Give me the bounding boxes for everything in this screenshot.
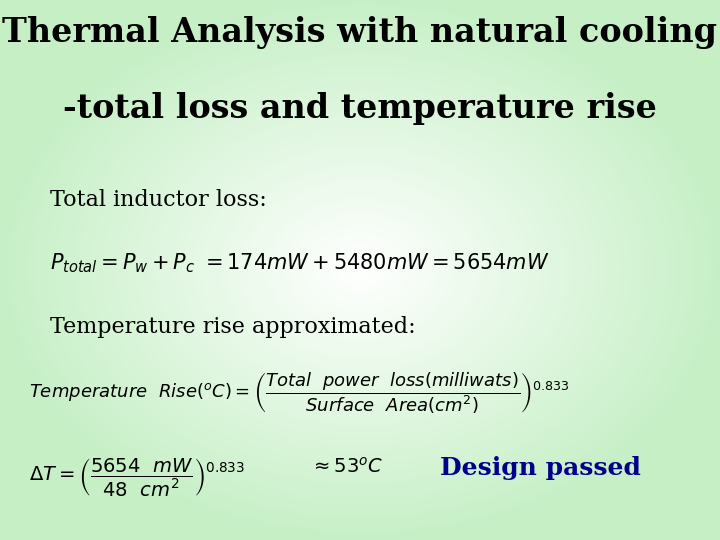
Text: Total inductor loss:: Total inductor loss: bbox=[50, 189, 267, 211]
Text: Temperature rise approximated:: Temperature rise approximated: bbox=[50, 316, 416, 338]
Text: Design passed: Design passed bbox=[440, 456, 640, 480]
Text: $Temperature\ \ Rise\left({}^oC\right)=\left(\dfrac{Total\ \ power\ \ loss(milli: $Temperature\ \ Rise\left({}^oC\right)=\… bbox=[29, 370, 570, 416]
Text: $P_{total} = P_w + P_c  \ =174mW + 5480mW = 5654mW$: $P_{total} = P_w + P_c \ =174mW + 5480mW… bbox=[50, 251, 550, 275]
Text: Thermal Analysis with natural cooling: Thermal Analysis with natural cooling bbox=[2, 16, 718, 49]
Text: -total loss and temperature rise: -total loss and temperature rise bbox=[63, 92, 657, 125]
Text: $\approx 53^oC$: $\approx 53^oC$ bbox=[310, 456, 383, 476]
Text: $\Delta T = \left(\dfrac{5654\ \ mW}{48\ \ cm^2}\right)^{0.833}$: $\Delta T = \left(\dfrac{5654\ \ mW}{48\… bbox=[29, 456, 245, 498]
